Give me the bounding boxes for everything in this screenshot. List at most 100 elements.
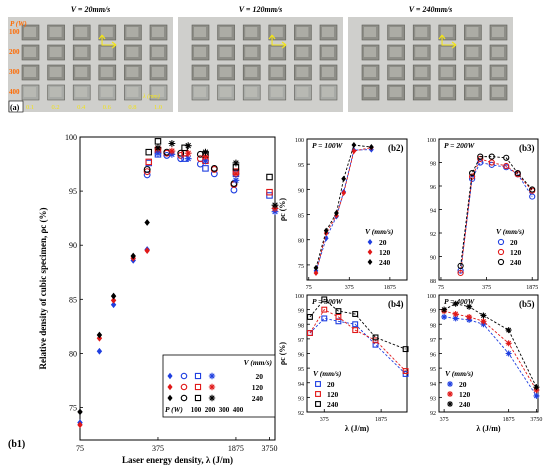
power-annotation: P = 400W — [444, 297, 476, 306]
cube-highlight — [49, 27, 62, 37]
row-value: 100 — [9, 28, 20, 36]
row-value: 300 — [9, 68, 20, 76]
power-annotation: P = 200W — [444, 141, 476, 150]
data-point — [402, 368, 409, 374]
legend-header: V (mm/s) — [445, 369, 474, 378]
y-tick-label: 96 — [430, 185, 436, 191]
data-point — [130, 252, 136, 260]
legend-speed: 240 — [252, 394, 264, 403]
y-tick-label: 75 — [298, 264, 304, 270]
cube-highlight — [152, 47, 164, 57]
data-point — [480, 312, 487, 319]
x-tick-label: 1875 — [375, 417, 387, 423]
cube-highlight — [492, 47, 504, 57]
series-line-240 — [443, 303, 537, 388]
chart-b4: 92 93 94 95 96 97 98 99 100 375 1875 λ (J/m) ρc (%) P… — [278, 294, 409, 433]
cube-highlight — [415, 47, 428, 57]
data-point — [306, 313, 313, 320]
data-point — [503, 162, 510, 170]
series-line-120 — [444, 310, 537, 391]
data-point — [184, 149, 192, 157]
data-point — [351, 142, 357, 149]
y-tick-label: 75 — [69, 404, 77, 413]
data-point — [441, 306, 448, 313]
y-tick-label: 97 — [430, 338, 436, 344]
cube-highlight — [440, 87, 453, 97]
photo-panel-2: V = 120mm/s — [178, 5, 343, 112]
cube-highlight — [100, 67, 113, 77]
y-tick-label: 98 — [430, 162, 436, 168]
cube-highlight — [100, 27, 113, 37]
col-value: 0.6 — [103, 104, 112, 111]
cube-highlight — [466, 47, 479, 57]
cube-highlight — [152, 87, 164, 97]
data-point — [402, 346, 409, 353]
data-point — [505, 350, 512, 357]
legend-entry: 240 — [379, 258, 391, 267]
legend-entry: 20 — [327, 380, 335, 389]
data-point — [202, 157, 209, 165]
cube-highlight — [75, 87, 88, 97]
cube-highlight — [219, 87, 232, 97]
col-value: 0.1 — [26, 104, 34, 111]
data-point — [202, 148, 209, 156]
photo-title: V = 20mm/s — [71, 5, 111, 14]
cube-highlight — [322, 67, 334, 77]
legend-power: 200 — [205, 406, 216, 414]
x-tick-label: 75 — [306, 285, 312, 291]
legend-entry: 20 — [510, 238, 518, 247]
y-tick-label: 92 — [298, 411, 304, 417]
col-value: 0.4 — [77, 104, 86, 111]
data-point — [110, 297, 117, 304]
data-point — [469, 169, 476, 177]
cube-highlight — [152, 27, 164, 37]
cube-highlight — [194, 87, 206, 97]
cube-highlight — [219, 27, 232, 37]
col-value: 0.8 — [128, 104, 136, 111]
cube-highlight — [24, 27, 36, 37]
x-tick-label: 1875 — [384, 285, 396, 291]
cube-highlight — [245, 27, 258, 37]
cube-highlight — [322, 87, 334, 97]
axis-marker-icon — [101, 35, 117, 46]
data-point — [321, 296, 328, 303]
cube-highlight — [194, 27, 206, 37]
legend-marker — [447, 381, 453, 387]
y-tick-label: 85 — [298, 214, 304, 220]
y-tick-label: 98 — [430, 323, 436, 329]
y-tick-label: 96 — [430, 353, 436, 359]
legend-header: V (mm/s) — [496, 227, 525, 236]
data-point — [144, 247, 150, 255]
col-value: 1.0 — [154, 104, 162, 111]
chart-b5: 92 93 94 95 96 97 98 99 100 375 1875 3750 λ (J/m) P =… — [427, 294, 542, 433]
cube-highlight — [296, 87, 309, 97]
cube-highlight — [492, 67, 504, 77]
data-point — [110, 292, 117, 300]
y-tick-label: 95 — [298, 163, 304, 169]
legend-entry: 120 — [379, 248, 391, 257]
photo-title: V = 240mm/s — [409, 5, 453, 14]
panel-label: (a) — [10, 103, 20, 112]
x-tick-label: 1875 — [503, 417, 515, 423]
data-point — [441, 313, 448, 320]
cube-highlight — [389, 87, 402, 97]
cube-highlight — [415, 27, 428, 37]
series-line-240 — [315, 144, 372, 269]
data-point — [168, 147, 176, 155]
data-point — [145, 148, 153, 156]
power-annotation: P = 100W — [312, 141, 344, 150]
cube-highlight — [245, 87, 258, 97]
axis-arrowheads — [98, 34, 117, 49]
legend-marker — [367, 259, 373, 265]
y-tick-label: 90 — [69, 241, 77, 250]
legend-marker — [167, 394, 173, 402]
data-point — [488, 159, 495, 166]
y-tick-label: 100 — [65, 133, 77, 142]
data-point — [266, 173, 273, 181]
y-tick-label: 94 — [298, 382, 304, 388]
legend-marker — [180, 394, 188, 402]
series-line-240 — [460, 156, 533, 266]
data-point — [488, 153, 495, 160]
